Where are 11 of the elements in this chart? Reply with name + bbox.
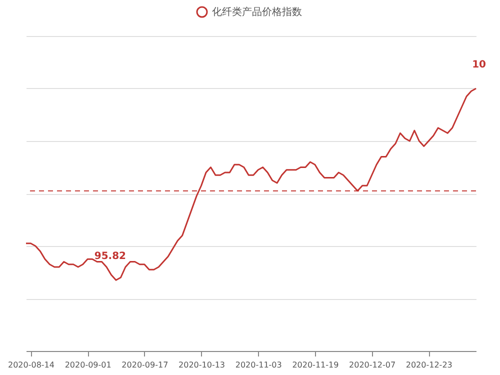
x-tick-label: 2020-09-01: [64, 360, 112, 370]
x-tick-label: 2020-12-23: [406, 360, 452, 370]
x-tick-label: 2020-09-17: [122, 360, 168, 370]
x-tick-label: 2020-11-03: [235, 360, 282, 370]
x-tick-label: 2020-10-13: [178, 360, 226, 370]
x-tick-label: 2020-08-14: [8, 360, 54, 370]
x-tick-label: 2020-12-07: [349, 360, 396, 370]
text: 10: [472, 60, 486, 70]
legend-label: 化纤类产品价格指数: [212, 6, 302, 18]
annotation: 95.82: [94, 251, 126, 262]
x-tick-label: 2020-11-19: [292, 360, 339, 370]
